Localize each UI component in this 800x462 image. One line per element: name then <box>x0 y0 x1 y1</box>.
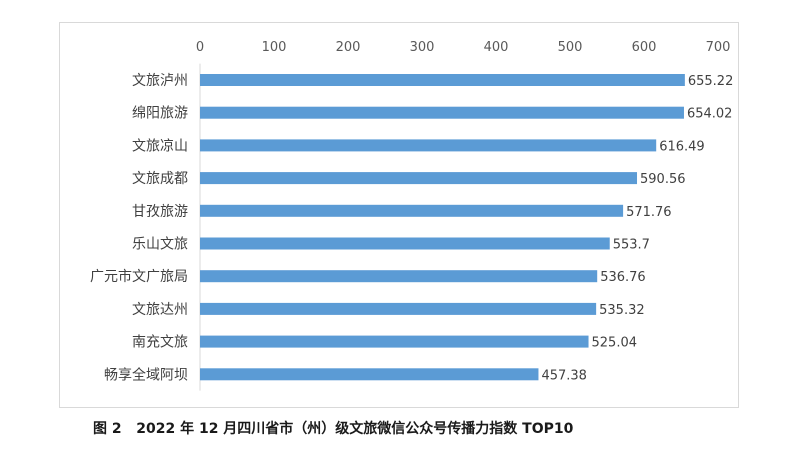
data-label-3: 590.56 <box>640 172 686 187</box>
x-tick-label-2: 200 <box>336 40 361 55</box>
bar-5 <box>200 237 610 250</box>
x-tick-label-6: 600 <box>632 40 657 55</box>
data-label-7: 535.32 <box>599 303 645 318</box>
category-label-3: 文旅成都 <box>132 171 188 187</box>
category-label-0: 文旅泸州 <box>132 73 188 89</box>
bar-6 <box>200 270 598 283</box>
bar-3 <box>200 172 638 185</box>
bar-0 <box>200 74 685 86</box>
category-label-7: 文旅达州 <box>132 302 188 318</box>
x-tick-label-7: 700 <box>706 40 731 55</box>
category-label-6: 广元市文广旅局 <box>90 268 188 285</box>
data-label-6: 536.76 <box>600 270 646 285</box>
bar-9 <box>200 368 539 381</box>
data-label-8: 525.04 <box>592 336 638 351</box>
bar-1 <box>200 106 684 119</box>
category-label-5: 乐山文旅 <box>132 237 188 253</box>
x-tick-label-1: 100 <box>262 40 287 55</box>
data-label-5: 553.7 <box>613 238 650 253</box>
x-tick-label-3: 300 <box>410 40 435 55</box>
category-label-9: 畅享全域阿坝 <box>104 366 188 383</box>
bar-8 <box>200 335 589 348</box>
x-tick-label-0: 0 <box>196 40 204 55</box>
category-label-1: 绵阳旅游 <box>132 105 188 122</box>
x-tick-label-5: 500 <box>558 40 583 55</box>
category-label-4: 甘孜旅游 <box>132 204 188 220</box>
bar-7 <box>200 302 597 315</box>
data-label-4: 571.76 <box>626 205 672 220</box>
bar-2 <box>200 139 657 152</box>
category-label-8: 南充文旅 <box>132 335 188 351</box>
category-label-2: 文旅凉山 <box>132 138 188 154</box>
data-label-2: 616.49 <box>659 139 705 154</box>
bar-4 <box>200 204 624 217</box>
data-label-1: 654.02 <box>687 107 733 122</box>
data-label-9: 457.38 <box>541 368 587 383</box>
data-label-0: 655.22 <box>688 74 734 89</box>
x-tick-label-4: 400 <box>484 40 509 55</box>
figure-caption: 图 2 2022 年 12 月四川省市（州）级文旅微信公众号传播力指数 TOP1… <box>93 421 574 437</box>
